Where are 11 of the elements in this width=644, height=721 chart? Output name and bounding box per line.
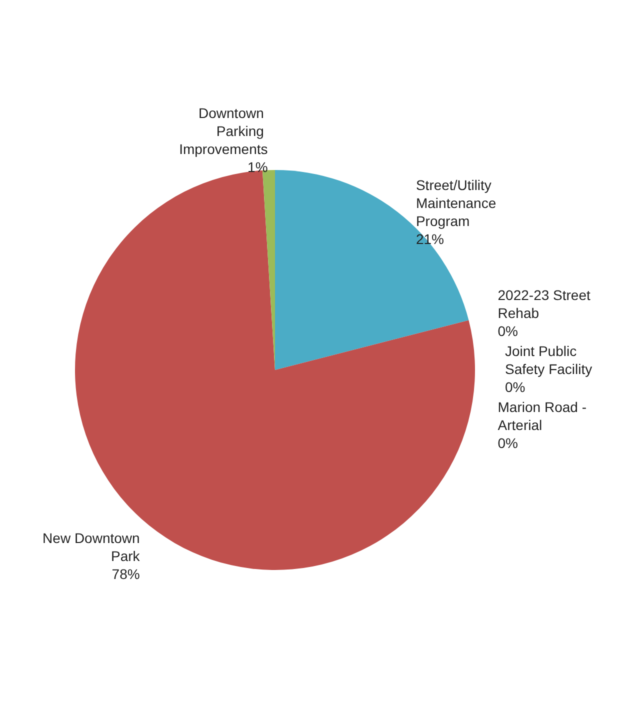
text: 0% — [498, 434, 518, 451]
data-label: 1% — [248, 159, 268, 176]
slice-label: Downtown Parking Improvements — [179, 105, 268, 158]
data-label: 78% — [112, 566, 140, 582]
category-label: 2022-23 Street Rehab — [498, 286, 590, 321]
slice-label: New Downtown Park — [42, 530, 141, 564]
category-label: Joint Public Safety Facility — [504, 342, 592, 377]
slice-label: Street/Utility Maintenance Program — [416, 177, 500, 230]
category-label: Marion Road - Arterial — [498, 398, 586, 433]
text: 0% — [498, 322, 518, 339]
text: 0% — [504, 378, 526, 395]
